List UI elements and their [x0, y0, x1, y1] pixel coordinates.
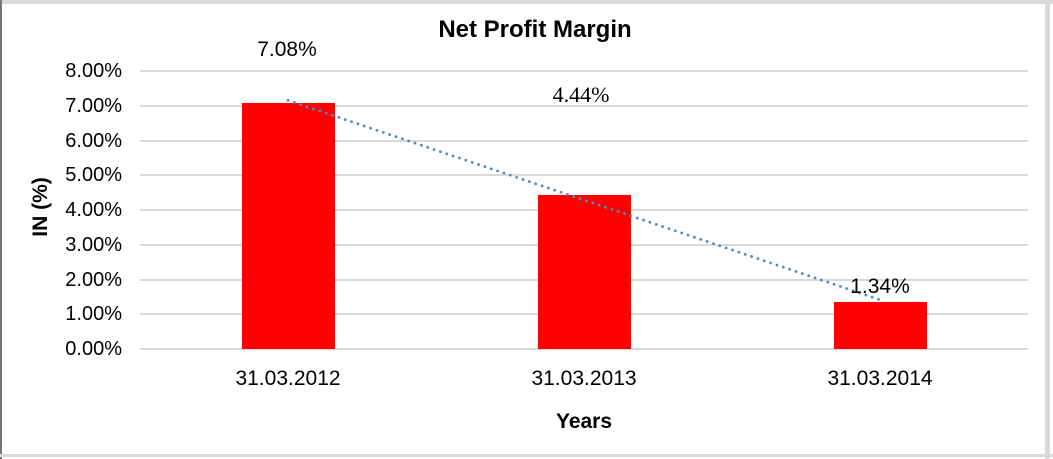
trendline [286, 98, 882, 302]
y-tick-label: 1.00% [65, 303, 122, 326]
y-tick-label: 2.00% [65, 268, 122, 291]
frame-border-left [0, 0, 2, 459]
y-tick-label: 7.00% [65, 94, 122, 117]
gridline [140, 174, 1028, 177]
y-tick-label: 8.00% [65, 60, 122, 82]
chart-title: Net Profit Margin [438, 16, 632, 43]
bar-31.03.2014 [833, 302, 927, 349]
bar-31.03.2012 [241, 102, 335, 349]
data-label-2014: 1.34% [850, 275, 910, 298]
gridline [140, 139, 1028, 142]
plot-area [140, 70, 1028, 350]
frame-border-top [0, 0, 1053, 4]
x-tick-2014: 31.03.2014 [827, 367, 933, 390]
frame-border-right [1045, 0, 1050, 459]
y-tick-label: 5.00% [65, 164, 122, 187]
frame-border-bottom [0, 454, 1053, 457]
x-tick-2012: 31.03.2012 [235, 367, 341, 390]
data-label-2012: 7.08% [257, 38, 317, 61]
data-label-2013: 4.44% [552, 82, 610, 107]
y-tick-label: 4.00% [65, 199, 122, 221]
gridline [140, 70, 1028, 72]
gridline [140, 348, 1028, 350]
gridline [140, 104, 1028, 107]
y-tick-label: 0.00% [65, 338, 122, 360]
y-tick-label: 6.00% [65, 129, 122, 152]
y-tick-label: 3.00% [65, 233, 122, 256]
bar-31.03.2013 [537, 194, 631, 349]
x-tick-2013: 31.03.2013 [531, 367, 637, 390]
x-axis-title: Years [555, 410, 613, 433]
